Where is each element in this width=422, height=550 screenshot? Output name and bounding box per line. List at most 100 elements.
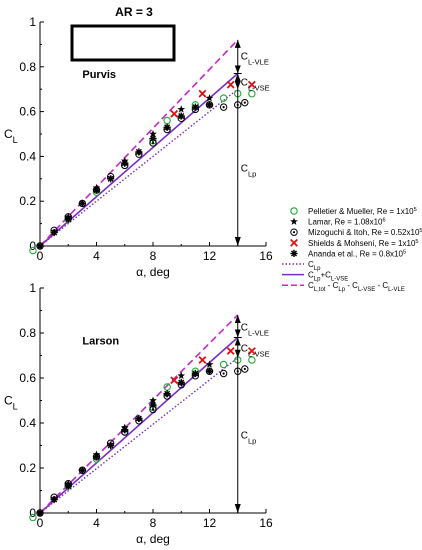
legend-label: CL,tot - CLp - CL-VSE - CL-VLE [308, 281, 405, 293]
arrow-head [234, 504, 241, 513]
x-tick-label: 8 [150, 516, 157, 530]
data-point [248, 89, 256, 98]
x-tick-label: 12 [203, 516, 217, 530]
data-point [64, 215, 72, 223]
data-point [107, 441, 115, 450]
data-point [226, 80, 235, 89]
data-point [135, 414, 143, 423]
data-point [177, 378, 185, 387]
legend-entry: Lamar, Re = 1.08x106 [290, 217, 386, 227]
annotation: CL-VLE [241, 322, 269, 337]
y-tick-label: 0.2 [19, 461, 36, 475]
legend-marker [290, 249, 298, 257]
plot-larson: 0 4 8 12 16 0 0.2 0.4 0.6 0.8 1 α, deg CL Larson CL-VL… [4, 281, 273, 546]
data-point [92, 186, 101, 194]
data-point [163, 390, 171, 398]
legend-entry: CLp+CL-VSE [282, 271, 348, 283]
line-dotted [39, 357, 239, 514]
data-point [205, 101, 214, 109]
legend-marker [290, 217, 298, 225]
data-point [78, 199, 86, 208]
data-point [198, 89, 207, 98]
data-point [177, 112, 185, 120]
data-point [205, 360, 214, 368]
legend-label: Lamar, Re = 1.08x106 [308, 218, 386, 227]
data-point [170, 376, 179, 385]
x-tick-label: 0 [37, 516, 44, 530]
legend-label: Pelletier & Mueller, Re = 1x105 [308, 207, 417, 216]
y-tick-label: 0.8 [19, 326, 36, 340]
data-point [205, 367, 214, 375]
data-point [29, 513, 37, 522]
data-point [177, 105, 186, 113]
legend-entry: CL,tot - CLp - CL-VSE - CL-VLE [282, 281, 405, 293]
legend-label: Mizoguchi & Itoh, Re = 0.52x105 [308, 228, 422, 237]
data-point [198, 356, 207, 364]
data-point [36, 242, 44, 250]
y-tick-label: 0 [29, 239, 36, 253]
data-point [219, 103, 228, 111]
y-tick-label: 0.4 [19, 416, 36, 430]
x-axis-label: α, deg [136, 265, 170, 279]
arrow-head [234, 349, 241, 358]
data-point [50, 228, 58, 237]
data-point [219, 94, 228, 102]
data-point [241, 98, 249, 107]
data-point [29, 246, 37, 255]
arrow-head [234, 315, 241, 323]
data-point [121, 159, 129, 167]
y-tick-label: 0.6 [19, 105, 36, 119]
legend-entry: Shields & Mohseni, Re = 1x105 [290, 238, 419, 248]
y-axis-label: CL [4, 394, 18, 412]
annotation: CL-VSE [241, 344, 270, 359]
annotation: CL-VLE [241, 52, 269, 67]
data-point [163, 116, 171, 125]
panel-label: Larson [82, 335, 119, 347]
arrow-head [234, 337, 241, 346]
data-point [135, 148, 143, 156]
arrow-head [234, 39, 241, 48]
x-tick-label: 8 [150, 249, 157, 263]
data-point [107, 175, 115, 183]
line-dashed [39, 39, 239, 247]
arrow-head [234, 73, 241, 82]
legend-label: CLp [308, 260, 321, 272]
x-tick-label: 4 [93, 249, 100, 263]
y-tick-label: 1 [29, 15, 36, 29]
data-point [149, 134, 157, 143]
legend-marker [290, 228, 298, 236]
annotation: CLp [241, 164, 257, 179]
annotation: CL-VSE [241, 77, 270, 92]
data-point [248, 356, 256, 364]
y-axis-label: CL [4, 127, 18, 145]
y-tick-label: 0.2 [19, 194, 36, 208]
line-solid [39, 72, 239, 247]
data-point [121, 426, 129, 434]
y-tick-label: 1 [29, 281, 36, 295]
data-point [78, 466, 86, 474]
data-point [163, 123, 171, 131]
data-point [241, 365, 249, 373]
arrow-head [234, 329, 241, 338]
line-dashed [39, 314, 239, 514]
empty-box [70, 24, 176, 62]
legend-entry: Mizoguchi & Itoh, Re = 0.52x105 [290, 228, 422, 237]
legend-entry: Pelletier & Mueller, Re = 1x105 [290, 207, 417, 216]
y-tick-label: 0.8 [19, 60, 36, 74]
data-point [219, 360, 228, 369]
legend: Pelletier & Mueller, Re = 1x105 Lamar, Re… [282, 207, 422, 293]
data-point [36, 509, 44, 517]
data-point [149, 396, 157, 404]
data-point [219, 369, 228, 378]
arrow-head [234, 65, 241, 74]
legend-marker [290, 238, 298, 247]
data-point [191, 103, 199, 111]
x-tick-label: 16 [259, 249, 273, 263]
line-dotted [39, 88, 239, 247]
legend-label: Ananda et al., Re = 0.8x105 [308, 249, 406, 258]
legend-label: CLp+CL-VSE [308, 271, 348, 283]
data-point [247, 347, 256, 355]
y-tick-label: 0 [29, 506, 36, 520]
data-point [205, 94, 214, 102]
panel-label: Purvis [82, 69, 116, 81]
